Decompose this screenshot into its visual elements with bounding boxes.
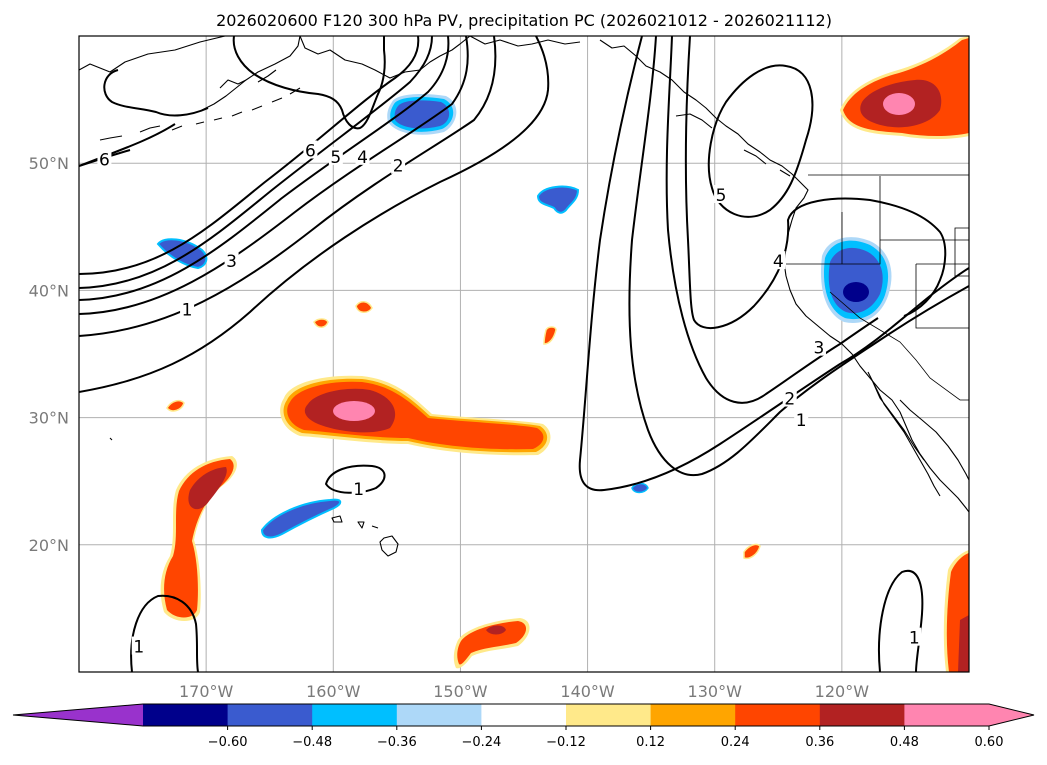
contour-label: 1 xyxy=(909,629,920,649)
colorbar-tick-label: 0.12 xyxy=(636,735,665,750)
map-frame xyxy=(78,35,970,673)
colorbar: −0.60 −0.48 −0.36 −0.24 −0.12 0.12 0.24 0.36 0.4… xyxy=(12,703,1035,750)
lon-tick-label: 130°W xyxy=(688,682,743,701)
precip-area-northeast xyxy=(840,36,969,139)
colorbar-tick-label: −0.48 xyxy=(292,735,332,750)
political-borders xyxy=(786,174,969,401)
contour-label: 4 xyxy=(357,148,368,168)
contour-label: 2 xyxy=(393,157,404,177)
contour-label-bg xyxy=(782,388,797,407)
precip-area-southeast xyxy=(943,550,969,672)
contour-label-bg xyxy=(180,299,195,318)
colorbar-segment xyxy=(143,704,229,726)
precipitation-fill-layer xyxy=(156,36,969,672)
contour-label: 3 xyxy=(814,339,825,359)
pv-contours xyxy=(79,36,969,672)
contour-label-bg xyxy=(224,251,239,270)
contour-label-bg xyxy=(391,155,406,174)
contour-label-bg xyxy=(351,478,366,497)
contour-label-bg xyxy=(303,140,318,159)
colorbar-segment xyxy=(396,704,482,726)
colorbar-tick-label: −0.24 xyxy=(461,735,501,750)
colorbar-tick-label: 0.60 xyxy=(975,735,1004,750)
coastlines xyxy=(79,36,969,557)
figure-title: 2026020600 F120 300 hPa PV, precipitatio… xyxy=(216,11,832,30)
contour-label-bg xyxy=(811,337,826,356)
contour-label: 5 xyxy=(330,148,341,168)
colorbar-segment xyxy=(227,704,313,726)
colorbar-tick-label: 0.48 xyxy=(890,735,919,750)
contour-label-bg xyxy=(714,185,729,203)
lon-tick-label: 140°W xyxy=(560,682,615,701)
colorbar-extend-high xyxy=(989,704,1034,726)
colorbar-segment xyxy=(904,704,990,726)
colorbar-extend-low xyxy=(13,704,143,726)
lat-tick-label: 20°N xyxy=(29,536,69,555)
colorbar-tick-label: 0.36 xyxy=(805,735,834,750)
lon-tick-label: 170°W xyxy=(179,682,234,701)
gridlines xyxy=(79,36,969,672)
contour-label-bg xyxy=(97,149,112,168)
colorbar-segment xyxy=(566,704,652,726)
colorbar-segment xyxy=(735,704,821,726)
contour-label-bg xyxy=(131,636,146,655)
contour-label-bg xyxy=(328,146,343,165)
contour-label-bg xyxy=(771,251,786,270)
lon-tick-label: 120°W xyxy=(815,682,870,701)
colorbar-segment xyxy=(312,704,398,726)
precip-area-south-central xyxy=(453,618,530,669)
contour-label-bg xyxy=(355,146,370,165)
colorbar-tick-label: −0.36 xyxy=(377,735,417,750)
colorbar-segment xyxy=(819,704,905,726)
precip-strip-west-pacific xyxy=(160,456,237,621)
contour-label: 1 xyxy=(133,638,144,658)
colorbar-tick-label: 0.24 xyxy=(721,735,750,750)
lat-tick-label: 30°N xyxy=(29,409,69,428)
contour-label: 1 xyxy=(182,300,193,320)
colorbar-segment xyxy=(650,704,736,726)
lon-tick-label: 160°W xyxy=(306,682,361,701)
contour-label: 6 xyxy=(99,150,110,170)
colorbar-tick-label: −0.12 xyxy=(546,735,586,750)
lat-tick-label: 50°N xyxy=(29,154,69,173)
colorbar-segment xyxy=(481,704,567,726)
lon-tick-label: 150°W xyxy=(433,682,488,701)
precip-band-central-pacific xyxy=(280,375,551,456)
contour-label: 5 xyxy=(716,186,727,206)
contour-label: 3 xyxy=(226,252,237,272)
colorbar-outline xyxy=(12,703,1035,727)
contour-label: 2 xyxy=(784,390,795,410)
contour-label: 4 xyxy=(773,252,784,272)
contour-label-bg xyxy=(794,410,809,429)
contour-label: 6 xyxy=(305,141,316,161)
contour-label: 1 xyxy=(353,480,364,500)
longitude-axis-labels: 170°W 160°W 150°W 140°W 130°W 120°W xyxy=(179,682,869,701)
contour-label: 1 xyxy=(796,411,807,431)
colorbar-tick-label: −0.60 xyxy=(208,735,248,750)
precip-negative-areas xyxy=(156,94,892,539)
lat-tick-label: 40°N xyxy=(29,281,69,300)
precip-small-positive-spots xyxy=(166,301,761,560)
latitude-axis-labels: 50°N 40°N 30°N 20°N xyxy=(29,154,69,555)
contour-label-bg xyxy=(907,627,922,646)
